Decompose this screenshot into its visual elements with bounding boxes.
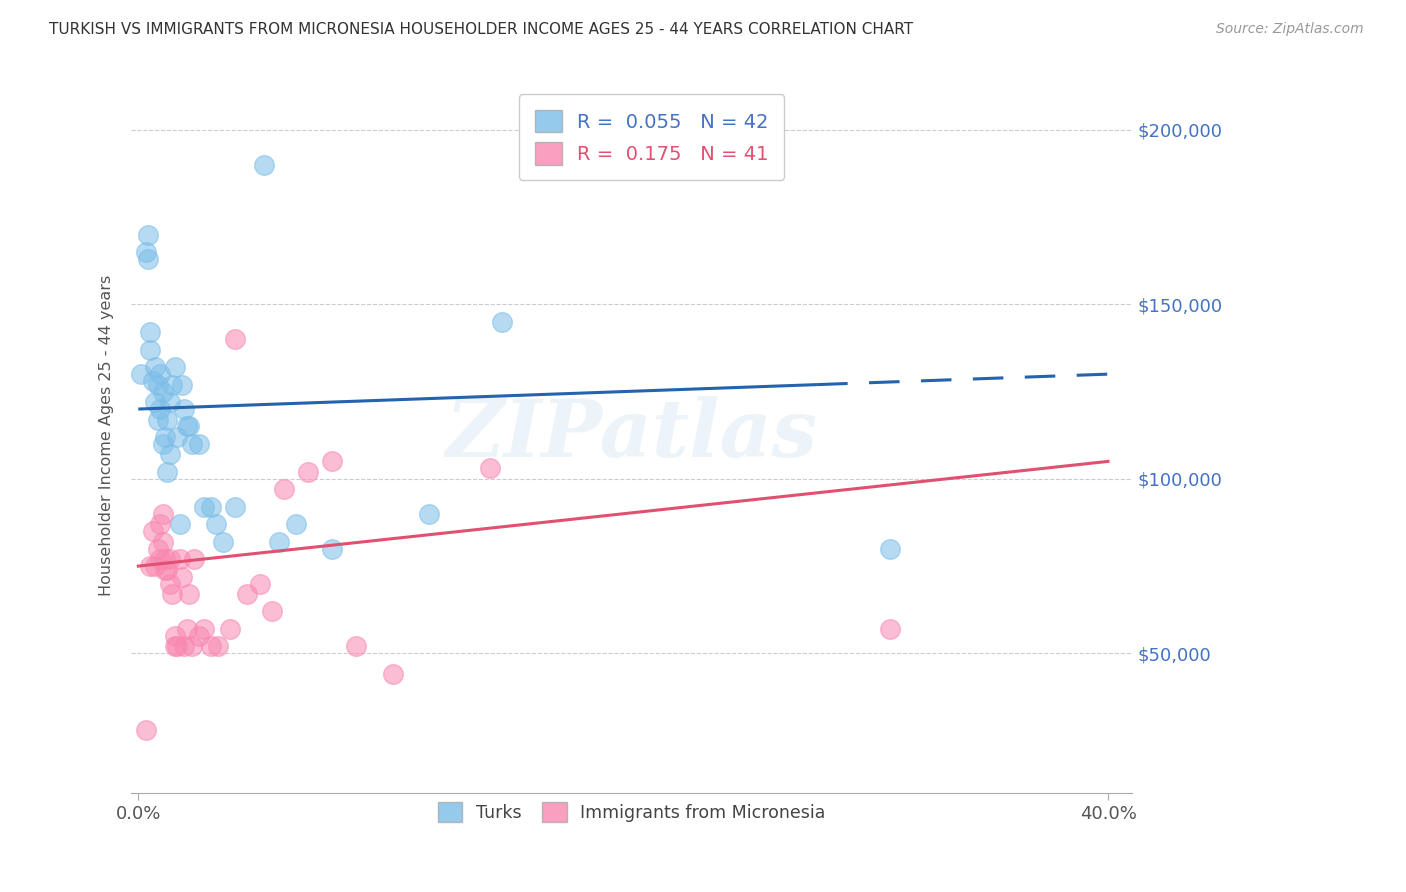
Point [321, 541, 343, 556]
Point [146, 412, 169, 426]
Point [418, 507, 440, 521]
Point [879, 541, 901, 556]
Point [267, 534, 290, 549]
Point [381, 667, 404, 681]
Point [146, 377, 169, 392]
Point [200, 640, 222, 654]
Point [143, 395, 166, 409]
Point [207, 640, 229, 654]
Point [139, 325, 162, 339]
Point [139, 559, 162, 574]
Point [176, 419, 198, 434]
Point [159, 447, 181, 461]
Point [156, 465, 179, 479]
Point [149, 367, 172, 381]
Point [149, 517, 172, 532]
Point [180, 640, 202, 654]
Point [205, 517, 228, 532]
Point [149, 552, 172, 566]
Point [879, 622, 901, 636]
Point [159, 395, 181, 409]
Text: TURKISH VS IMMIGRANTS FROM MICRONESIA HOUSEHOLDER INCOME AGES 25 - 44 YEARS CORR: TURKISH VS IMMIGRANTS FROM MICRONESIA HO… [49, 22, 914, 37]
Point [163, 629, 186, 643]
Point [129, 367, 152, 381]
Y-axis label: Householder Income Ages 25 - 44 years: Householder Income Ages 25 - 44 years [100, 275, 114, 596]
Point [156, 563, 179, 577]
Point [193, 622, 215, 636]
Point [142, 524, 165, 539]
Point [152, 534, 174, 549]
Point [200, 500, 222, 514]
Point [170, 569, 193, 583]
Point [187, 629, 209, 643]
Point [153, 552, 176, 566]
Point [173, 402, 195, 417]
Point [166, 640, 188, 654]
Text: Source: ZipAtlas.com: Source: ZipAtlas.com [1216, 22, 1364, 37]
Point [163, 640, 186, 654]
Point [249, 576, 271, 591]
Point [162, 587, 184, 601]
Point [135, 723, 157, 738]
Point [143, 360, 166, 375]
Point [273, 483, 295, 497]
Point [187, 437, 209, 451]
Point [159, 552, 181, 566]
Point [224, 500, 246, 514]
Point [193, 500, 215, 514]
Point [321, 454, 343, 468]
Point [491, 315, 513, 329]
Point [143, 559, 166, 574]
Point [136, 252, 159, 266]
Point [146, 541, 169, 556]
Point [152, 384, 174, 399]
Point [149, 402, 172, 417]
Point [156, 412, 179, 426]
Point [159, 576, 181, 591]
Point [169, 552, 191, 566]
Point [253, 158, 276, 172]
Point [166, 430, 188, 444]
Point [224, 332, 246, 346]
Point [346, 640, 368, 654]
Point [136, 227, 159, 242]
Point [284, 517, 307, 532]
Point [236, 587, 259, 601]
Point [152, 437, 174, 451]
Point [179, 419, 201, 434]
Point [212, 534, 235, 549]
Point [297, 465, 319, 479]
Point [176, 622, 198, 636]
Point [170, 377, 193, 392]
Point [183, 552, 205, 566]
Point [162, 377, 184, 392]
Point [142, 374, 165, 388]
Point [173, 640, 195, 654]
Point [153, 563, 176, 577]
Point [135, 244, 157, 259]
Point [179, 587, 201, 601]
Legend: Turks, Immigrants from Micronesia: Turks, Immigrants from Micronesia [426, 790, 838, 834]
Point [260, 605, 283, 619]
Point [153, 430, 176, 444]
Point [169, 517, 191, 532]
Point [219, 622, 242, 636]
Point [478, 461, 501, 475]
Point [163, 360, 186, 375]
Point [152, 507, 174, 521]
Text: ZIPatlas: ZIPatlas [446, 396, 818, 474]
Point [139, 343, 162, 357]
Point [180, 437, 202, 451]
